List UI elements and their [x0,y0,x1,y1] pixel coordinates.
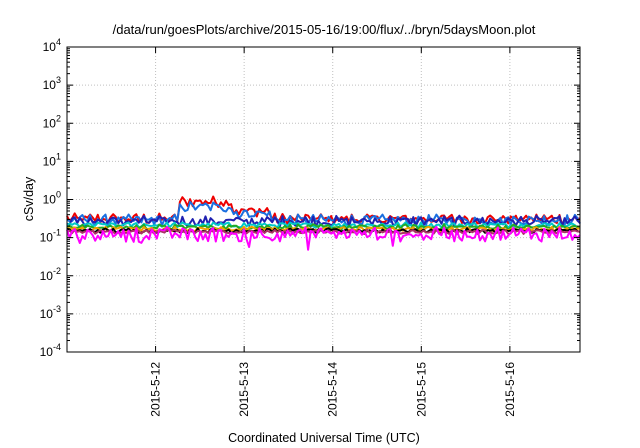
x-axis-label: Coordinated Universal Time (UTC) [228,431,420,445]
y-tick-label: 10-3 [40,304,61,321]
plot-series [66,195,581,251]
y-axis-label: cSv/day [22,176,36,221]
y-tick-label: 10-1 [40,228,61,245]
x-tick-label: 2015-5-12 [149,362,163,417]
y-tick-label: 102 [43,113,61,130]
series-line [66,221,581,229]
y-tick-label: 100 [43,190,61,207]
y-tick-label: 104 [43,37,61,54]
y-tick-label: 101 [43,151,61,168]
grid-lines [67,47,580,352]
series-line [66,225,581,251]
y-tick-label: 103 [43,75,61,92]
series-line [66,214,581,228]
y-axis: 10-4 10-3 10-2 10-1 100 101 102 103 104 [40,37,580,359]
x-tick-label: 2015-5-16 [503,362,517,417]
x-axis: 2015-5-12 2015-5-13 2015-5-14 2015-5-15 2015… [149,47,517,417]
y-tick-label: 10-2 [40,266,61,283]
x-tick-label: 2015-5-14 [326,362,340,417]
x-tick-label: 2015-5-15 [414,362,428,417]
plot-frame [66,46,581,353]
y-tick-label: 10-4 [40,342,61,359]
chart-title: /data/run/goesPlots/archive/2015-05-16/1… [113,22,536,37]
x-tick-label: 2015-5-13 [237,362,251,417]
series-line [66,225,581,233]
